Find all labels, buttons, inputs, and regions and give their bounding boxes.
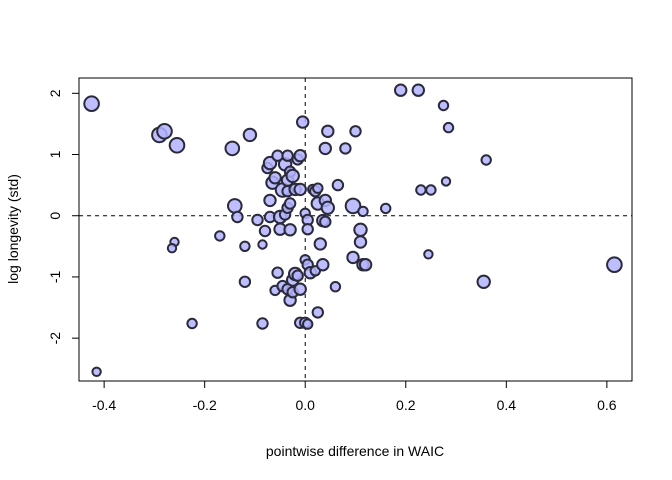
data-point xyxy=(268,171,282,185)
y-axis: -2 -1 0 1 2 xyxy=(47,89,80,345)
data-point xyxy=(168,137,186,154)
data-point xyxy=(301,223,314,236)
data-point xyxy=(440,176,452,187)
data-point xyxy=(313,237,327,251)
data-point xyxy=(312,182,324,194)
data-point xyxy=(394,83,408,97)
data-point xyxy=(331,178,345,192)
data-point xyxy=(291,269,304,282)
data-point xyxy=(231,210,244,224)
x-tick-label: -0.2 xyxy=(193,397,217,413)
data-point xyxy=(156,123,173,140)
data-point xyxy=(353,235,368,249)
data-point xyxy=(166,243,178,254)
x-tick-label: 0.2 xyxy=(396,397,416,413)
data-point xyxy=(227,198,243,214)
data-point xyxy=(411,83,425,97)
y-axis-title: log longevity (std) xyxy=(5,174,21,284)
data-point xyxy=(425,184,437,196)
data-point xyxy=(258,224,272,238)
data-point xyxy=(293,149,307,163)
data-point xyxy=(263,193,277,208)
data-point xyxy=(357,205,369,218)
y-tick-label: -2 xyxy=(47,332,63,345)
data-point xyxy=(318,141,332,156)
x-tick-label: 0.0 xyxy=(295,397,315,413)
data-point xyxy=(316,258,330,272)
x-tick-label: 0.4 xyxy=(497,397,517,413)
data-point xyxy=(186,317,198,330)
x-axis-title: pointwise difference in WAIC xyxy=(266,443,444,459)
data-point xyxy=(257,239,268,250)
data-point xyxy=(346,250,360,265)
y-tick-label: 2 xyxy=(47,89,63,97)
y-tick-label: 1 xyxy=(47,150,63,158)
data-point xyxy=(437,99,450,112)
data-point xyxy=(296,115,310,129)
data-point xyxy=(256,317,269,330)
y-tick-label: -1 xyxy=(47,271,63,284)
data-point xyxy=(293,282,307,296)
data-point xyxy=(606,256,623,274)
data-point xyxy=(283,223,297,237)
data-point xyxy=(320,200,335,216)
data-point xyxy=(293,182,307,197)
data-point xyxy=(271,266,284,279)
x-tick-label: -0.4 xyxy=(92,397,116,413)
data-point xyxy=(283,197,297,210)
data-point xyxy=(238,275,252,288)
data-point xyxy=(302,318,314,330)
data-point xyxy=(476,274,491,289)
data-point xyxy=(91,366,102,377)
reference-lines xyxy=(79,78,632,381)
points-layer xyxy=(83,83,623,377)
data-point xyxy=(329,281,342,293)
y-tick-label: 0 xyxy=(47,212,63,220)
data-point xyxy=(353,222,368,238)
data-point xyxy=(423,249,434,260)
data-point xyxy=(83,95,100,112)
data-point xyxy=(349,125,362,138)
data-point xyxy=(380,202,392,215)
x-tick-label: 0.6 xyxy=(597,397,617,413)
data-point xyxy=(224,140,241,157)
data-point xyxy=(311,306,324,319)
data-point xyxy=(262,155,278,171)
data-point xyxy=(358,258,373,272)
data-point xyxy=(321,124,335,139)
data-point xyxy=(344,197,362,215)
data-point xyxy=(281,149,294,162)
data-point xyxy=(339,142,352,155)
data-point xyxy=(415,184,427,196)
data-point xyxy=(239,240,251,253)
data-point xyxy=(480,154,492,166)
data-point xyxy=(242,127,258,143)
data-point xyxy=(251,213,264,227)
data-point xyxy=(214,230,226,242)
data-point xyxy=(285,168,300,184)
data-point xyxy=(319,215,332,229)
data-point xyxy=(442,121,455,134)
x-axis: -0.4 -0.2 0.0 0.2 0.4 0.6 xyxy=(92,380,617,413)
